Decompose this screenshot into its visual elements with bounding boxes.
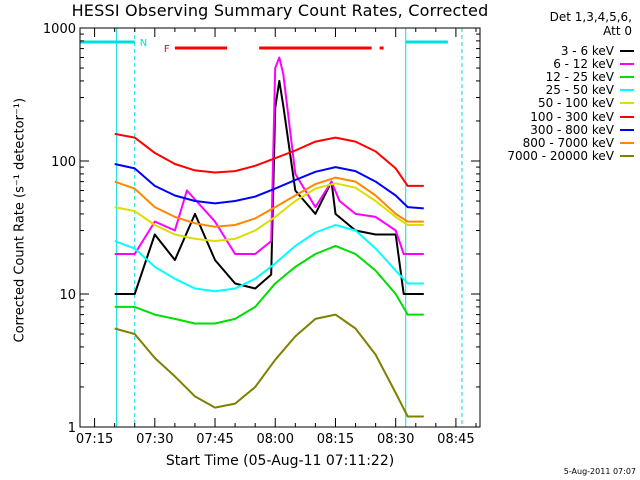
legend-header-line: Att 0 xyxy=(603,24,632,38)
y-axis-label: Corrected Count Rate (s⁻¹ detector⁻¹) xyxy=(12,97,28,343)
flag-label: F xyxy=(164,44,170,55)
legend-item: 800 - 7000 keV xyxy=(486,135,634,150)
x-tick-label: 08:00 xyxy=(257,432,294,447)
x-tick-label: 07:15 xyxy=(76,432,113,447)
y-tick-label: 1000 xyxy=(43,22,76,37)
y-tick-label: 100 xyxy=(51,155,76,170)
series-line-100-300-kev xyxy=(114,132,424,187)
legend-swatch xyxy=(620,62,634,65)
x-tick-label: 08:15 xyxy=(317,432,354,447)
series-line-800-7000-kev xyxy=(114,176,424,228)
legend-swatch xyxy=(620,49,634,52)
legend-item: 6 - 12 keV xyxy=(486,56,634,71)
legend-label: 300 - 800 keV xyxy=(530,122,614,137)
plot-frame xyxy=(79,27,481,428)
annotations-layer: NF xyxy=(80,28,463,427)
x-axis-label: Start Time (05-Aug-11 07:11:22) xyxy=(165,453,395,469)
flag-label: N xyxy=(140,38,147,49)
legend-swatch xyxy=(620,89,634,92)
legend-label: 7000 - 20000 keV xyxy=(507,149,614,164)
legend-header: Det 1,3,4,5,6, Att 0 xyxy=(492,10,632,38)
series-line-300-800-kev xyxy=(114,163,424,210)
legend-item: 50 - 100 keV xyxy=(486,96,634,111)
y-tick-label: 1 xyxy=(68,421,76,436)
legend-swatch xyxy=(620,102,634,105)
series-line-50-100-kev xyxy=(114,182,424,243)
x-tick-label: 08:30 xyxy=(377,432,414,447)
legend-swatch xyxy=(620,75,634,78)
chart-title: HESSI Observing Summary Count Rates, Cor… xyxy=(71,1,489,20)
legend-label: 3 - 6 keV xyxy=(560,43,614,58)
series-line-12-25-kev xyxy=(114,244,424,325)
legend-label: 25 - 50 keV xyxy=(545,83,614,98)
legend-label: 800 - 7000 keV xyxy=(522,135,614,150)
legend-item: 12 - 25 keV xyxy=(486,69,634,84)
legend-label: 12 - 25 keV xyxy=(545,69,614,84)
y-tick-label: 10 xyxy=(59,288,76,303)
footer-timestamp: 5-Aug-2011 07:07 xyxy=(563,467,636,476)
legend-swatch xyxy=(620,141,634,144)
legend-swatch xyxy=(620,155,634,158)
legend-label: 50 - 100 keV xyxy=(537,96,614,111)
x-tick-label: 07:30 xyxy=(136,432,173,447)
legend-swatch xyxy=(620,115,634,118)
x-tick-label: 08:45 xyxy=(437,432,474,447)
legend-item: 3 - 6 keV xyxy=(486,43,634,58)
legend-header-line: Det 1,3,4,5,6, xyxy=(549,10,632,24)
axes-layer: 1 10 100 1000 07:15 07:30 07:45 08:00 08:15 08:30… xyxy=(43,22,480,447)
x-tick-label: 07:45 xyxy=(196,432,233,447)
series-line-7000-20000-kev xyxy=(114,313,424,418)
legend-swatch xyxy=(620,128,634,131)
legend-label: 6 - 12 keV xyxy=(553,56,614,71)
legend: 3 - 6 keV 6 - 12 keV 12 - 25 keV 25 - 50 ke… xyxy=(486,44,634,163)
series-line-25-50-kev xyxy=(114,224,424,293)
series-layer xyxy=(114,56,424,418)
legend-item: 100 - 300 keV xyxy=(486,109,634,124)
series-line-3-6-kev xyxy=(114,79,424,295)
legend-item: 7000 - 20000 keV xyxy=(486,149,634,164)
legend-item: 300 - 800 keV xyxy=(486,122,634,137)
legend-label: 100 - 300 keV xyxy=(530,109,614,124)
legend-item: 25 - 50 keV xyxy=(486,83,634,98)
